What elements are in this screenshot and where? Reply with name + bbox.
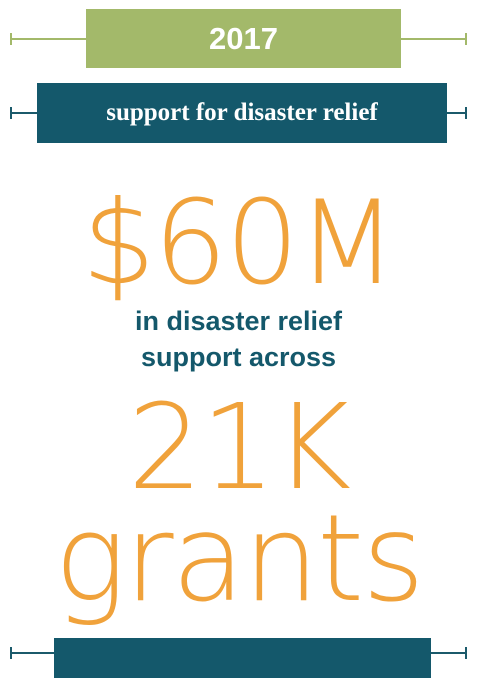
topic-connector-right bbox=[447, 107, 467, 119]
year-connector-left bbox=[10, 33, 86, 45]
bottom-connector-left bbox=[10, 647, 54, 659]
topic-label: support for disaster relief bbox=[106, 99, 378, 126]
year-connector-right bbox=[401, 33, 467, 45]
description-line-2: support across bbox=[140, 342, 337, 372]
year-banner: 2017 bbox=[86, 9, 401, 68]
bottom-connector-right bbox=[431, 647, 467, 659]
bottom-banner bbox=[54, 638, 431, 678]
count-figure: 21K bbox=[127, 378, 352, 516]
topic-connector-left bbox=[10, 107, 37, 119]
amount-figure: $60M bbox=[81, 176, 398, 311]
unit-label: grants bbox=[54, 490, 425, 629]
topic-banner: support for disaster relief bbox=[37, 83, 447, 143]
description-line-1: in disaster relief bbox=[134, 306, 343, 336]
year-label: 2017 bbox=[209, 20, 278, 56]
